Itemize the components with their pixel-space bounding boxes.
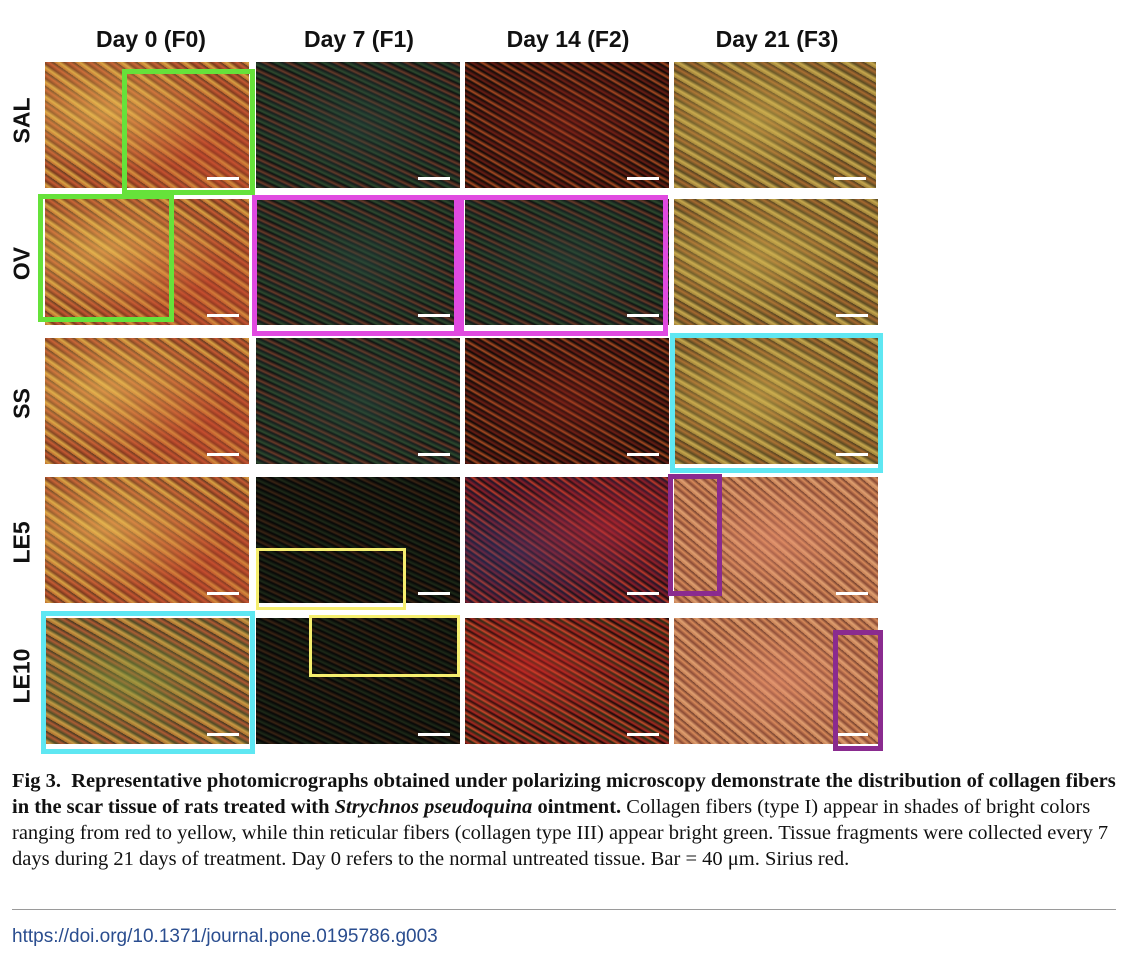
scale-bar — [627, 177, 659, 180]
micrograph-panel — [465, 199, 669, 325]
column-header-day7: Day 7 (F1) — [304, 26, 414, 52]
micrograph-panel — [465, 62, 669, 188]
highlight-box-magenta — [252, 195, 459, 336]
scale-bar — [207, 314, 239, 317]
scale-bar — [834, 177, 866, 180]
scale-bar — [418, 733, 450, 736]
caption-title: Representative photomicrographs obtained… — [12, 770, 1116, 818]
highlight-box-yellow — [256, 548, 406, 610]
micrograph-panel — [45, 618, 249, 744]
figure-label: Fig 3. — [12, 770, 61, 792]
highlight-box-green — [38, 194, 174, 322]
micrograph-panel — [465, 338, 669, 464]
scale-bar — [207, 733, 239, 736]
micrograph-panel — [674, 338, 878, 464]
micrograph-panel — [465, 477, 669, 603]
micrograph-panel — [256, 477, 460, 603]
doi-link[interactable]: https://doi.org/10.1371/journal.pone.019… — [12, 926, 438, 947]
scale-bar — [836, 453, 868, 456]
scale-bar — [836, 733, 868, 736]
micrograph-panel — [45, 199, 249, 325]
scale-bar — [836, 592, 868, 595]
scale-bar — [207, 592, 239, 595]
row-label-sal: SAL — [8, 97, 35, 144]
micrograph-panel — [256, 618, 460, 744]
micrograph-panel — [45, 338, 249, 464]
micrograph-panel — [256, 62, 460, 188]
column-header-day14: Day 14 (F2) — [506, 26, 630, 52]
micrograph-panel — [45, 477, 249, 603]
scale-bar — [418, 314, 450, 317]
row-label-ov: OV — [8, 246, 35, 281]
micrograph-panel — [674, 477, 878, 603]
scale-bar — [627, 733, 659, 736]
micrograph-panel — [45, 62, 249, 188]
figure-caption: Fig 3. Representative photomicrographs o… — [12, 768, 1116, 872]
scale-bar — [207, 177, 239, 180]
highlight-box-yellow — [309, 615, 460, 677]
column-header-day0: Day 0 (F0) — [96, 26, 206, 52]
micrograph-panel — [465, 618, 669, 744]
scale-bar — [627, 314, 659, 317]
scale-bar — [627, 453, 659, 456]
scale-bar — [627, 592, 659, 595]
row-label-ss: SS — [8, 388, 35, 419]
micrograph-panel — [674, 618, 878, 744]
micrograph-panel — [674, 199, 878, 325]
species-name: Strychnos pseudoquina — [334, 796, 533, 818]
row-label-le10: LE10 — [8, 648, 35, 704]
micrograph-panel — [256, 199, 460, 325]
micrograph-panel — [674, 62, 876, 188]
column-header-day21: Day 21 (F3) — [715, 26, 839, 52]
caption-title-end: ointment. — [537, 796, 622, 818]
highlight-box-cyan — [670, 333, 883, 473]
scale-bar — [418, 177, 450, 180]
row-label-le5: LE5 — [8, 521, 35, 564]
scale-bar — [418, 453, 450, 456]
caption-divider — [12, 909, 1116, 910]
scale-bar — [836, 314, 868, 317]
highlight-box-purple — [668, 474, 722, 596]
highlight-box-green — [122, 69, 255, 195]
scale-bar — [207, 453, 239, 456]
highlight-box-cyan — [41, 611, 255, 754]
highlight-box-magenta — [459, 195, 668, 336]
micrograph-panel — [256, 338, 460, 464]
caption-body: Collagen fibers (type I) appear in shade… — [12, 796, 1109, 870]
highlight-box-purple — [833, 630, 883, 751]
scale-bar — [418, 592, 450, 595]
